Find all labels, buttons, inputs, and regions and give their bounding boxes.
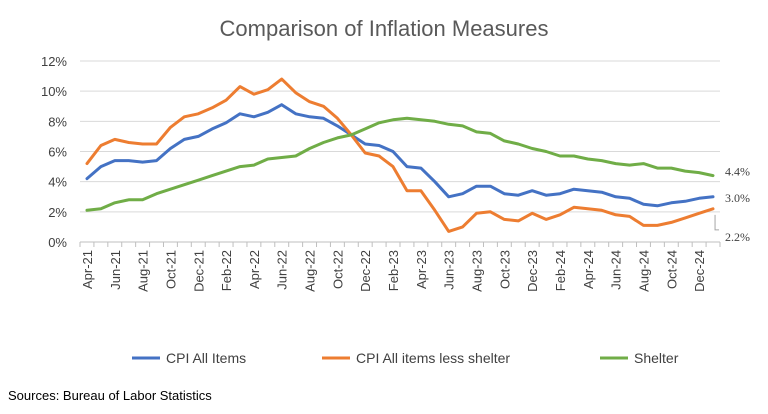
x-tick-label: Aug-22 [303, 250, 318, 292]
y-axis: 0% 2% 4% 6% 8% 10% 12% [41, 54, 67, 250]
legend-label: CPI All Items [166, 350, 246, 366]
x-axis: Apr-21 Jun-21 Aug-21 Oct-21 Dec-21 Feb-22 Apr-… [79, 242, 721, 292]
y-tick-label: 0% [48, 235, 67, 250]
end-label: 3.0% [725, 191, 750, 205]
y-tick-label: 6% [48, 145, 67, 160]
x-tick-label: Oct-23 [497, 250, 512, 289]
x-tick-label: Jun-23 [442, 250, 457, 290]
chart-title: Comparison of Inflation Measures [220, 16, 549, 41]
x-tick-label: Feb-22 [219, 250, 234, 291]
x-tick-label: Oct-22 [330, 250, 345, 289]
y-tick-label: 2% [48, 205, 67, 220]
x-tick-label: Feb-24 [553, 250, 568, 291]
x-tick-label: Dec-24 [692, 250, 707, 292]
source-note: Sources: Bureau of Labor Statistics [8, 388, 212, 403]
x-tick-label: Oct-24 [664, 250, 679, 289]
x-tick-label: Jun-22 [275, 250, 290, 290]
legend-label: Shelter [634, 350, 679, 366]
x-tick-label: Apr-21 [80, 250, 95, 289]
y-tick-label: 12% [41, 54, 67, 69]
y-tick-label: 4% [48, 175, 67, 190]
series-line-3 [85, 116, 715, 212]
x-tick-label: Dec-21 [191, 250, 206, 292]
x-tick-label: Dec-22 [358, 250, 373, 292]
end-label: 2.2% [725, 230, 750, 244]
x-tick-label: Oct-21 [163, 250, 178, 289]
x-tick-label: Jun-24 [609, 250, 624, 290]
x-tick-label: Apr-22 [247, 250, 262, 289]
series-line-1 [85, 103, 715, 208]
series-lines [85, 77, 715, 233]
legend-label: CPI All items less shelter [356, 350, 510, 366]
end-label: 4.4% [725, 165, 750, 179]
gridlines [80, 60, 720, 243]
x-tick-label: Aug-24 [636, 250, 651, 292]
x-tick-label: Dec-23 [525, 250, 540, 292]
x-tick-label: Aug-21 [136, 250, 151, 292]
x-tick-label: Apr-24 [581, 250, 596, 289]
series-line-2 [85, 77, 715, 233]
end-label-leader [714, 214, 720, 231]
end-labels: 3.0% 2.2% 4.4% [714, 165, 750, 244]
x-tick-label: Aug-23 [470, 250, 485, 292]
x-tick-label: Feb-23 [386, 250, 401, 291]
x-tick-label: Apr-23 [414, 250, 429, 289]
y-tick-label: 10% [41, 84, 67, 99]
y-tick-label: 8% [48, 114, 67, 129]
legend: CPI All Items CPI All items less shelter S… [132, 350, 679, 366]
x-tick-label: Jun-21 [108, 250, 123, 290]
